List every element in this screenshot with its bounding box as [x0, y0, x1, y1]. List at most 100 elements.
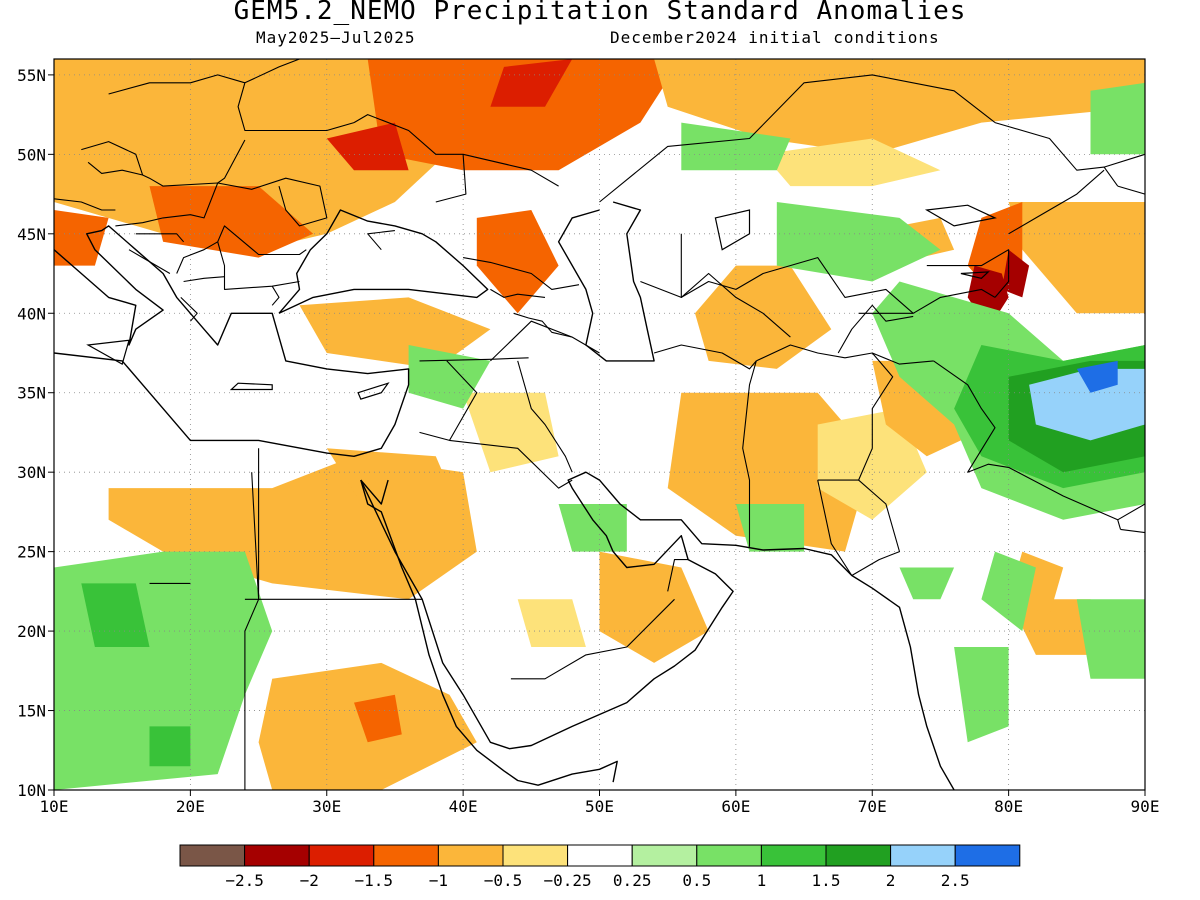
anomaly-region-6: [326, 122, 409, 171]
country-border: [180, 297, 198, 322]
anomaly-region-32: [558, 504, 627, 552]
x-tick-label: 30E: [312, 797, 341, 816]
anomaly-region-35: [1090, 82, 1145, 155]
coastline: [360, 479, 618, 786]
y-tick-label: 30N: [17, 463, 46, 482]
coastline: [557, 201, 655, 362]
anomaly-shading: [54, 59, 1145, 790]
color-legend: −2.5 −2 −1.5 −1 −0.5 −0.25 0.25 0.5 1 1.5 2 2.5: [179, 844, 1021, 890]
x-tick-label: 60E: [721, 797, 750, 816]
y-tick-label: 25N: [17, 543, 46, 562]
country-border: [183, 276, 225, 283]
anomaly-region-40: [1076, 360, 1118, 393]
legend-swatch: [437, 844, 504, 867]
legend-label: −0.25: [544, 871, 592, 890]
island-outline: [86, 339, 130, 365]
country-border: [128, 249, 171, 274]
country-border: [933, 360, 1009, 473]
anomaly-region-21: [354, 694, 402, 743]
anomaly-region-29: [81, 583, 150, 647]
country-border: [108, 74, 246, 95]
initial-conditions: December2024 initial conditions: [610, 28, 940, 47]
country-border: [81, 141, 144, 176]
anomaly-region-10: [1008, 202, 1145, 314]
anomaly-region-3: [54, 210, 109, 266]
coastline: [278, 209, 489, 314]
country-border: [851, 479, 901, 576]
legend-swatch: [954, 844, 1021, 867]
latitude-axis: 55N 50N 45N 40N 35N 30N 25N 20N 15N 10N: [17, 66, 54, 800]
country-border: [217, 225, 307, 256]
x-tick-label: 70E: [858, 797, 887, 816]
country-border: [680, 233, 914, 314]
country-border: [54, 198, 116, 211]
country-border: [353, 114, 559, 187]
country-border: [1008, 169, 1105, 235]
country-border: [858, 288, 996, 314]
anomaly-region-30: [149, 726, 191, 767]
country-border: [115, 182, 219, 227]
legend-label: 2.5: [941, 871, 970, 890]
x-tick-label: 40E: [449, 797, 478, 816]
legend-swatch: [567, 844, 633, 867]
y-tick-label: 40N: [17, 304, 46, 323]
country-border: [176, 241, 218, 274]
country-border: [217, 139, 328, 227]
y-tick-label: 35N: [17, 384, 46, 403]
country-border: [837, 304, 914, 354]
anomaly-region-42: [1076, 599, 1145, 679]
anomaly-region-24: [299, 297, 491, 369]
legend-label: 0.5: [682, 871, 711, 890]
anomaly-region-33: [776, 202, 941, 282]
country-border: [599, 74, 996, 203]
country-border: [463, 257, 580, 290]
x-tick-label: 20E: [176, 797, 205, 816]
anomaly-region-22: [599, 551, 709, 663]
anomaly-region-8: [763, 138, 941, 187]
country-border: [1120, 528, 1145, 534]
legend-label: −2.5: [225, 871, 264, 890]
y-tick-label: 55N: [17, 66, 46, 85]
lake-outline: [714, 209, 751, 251]
anomaly-region-7: [654, 59, 1145, 155]
country-border: [817, 352, 894, 481]
island-outline: [229, 382, 273, 391]
country-border: [1008, 466, 1122, 530]
country-border: [1117, 503, 1145, 521]
anomaly-region-44: [735, 504, 805, 552]
y-tick-label: 15N: [17, 702, 46, 721]
legend-label: −1: [429, 871, 448, 890]
x-tick-label: 80E: [994, 797, 1023, 816]
country-border: [1117, 185, 1145, 195]
legend-swatch: [631, 844, 698, 867]
legend-swatch: [825, 844, 892, 867]
country-border: [517, 360, 573, 473]
country-border: [1103, 153, 1145, 168]
country-border: [510, 598, 675, 680]
country-border: [490, 288, 546, 298]
x-tick-label: 50E: [585, 797, 614, 816]
country-border: [653, 344, 757, 370]
legend-label: −0.5: [484, 871, 523, 890]
country-border: [419, 357, 529, 362]
legend-swatch: [244, 844, 310, 867]
legend-label: −2: [300, 871, 319, 890]
anomaly-region-19: [326, 448, 464, 536]
y-tick-label: 20N: [17, 622, 46, 641]
anomaly-region-25: [463, 392, 559, 473]
legend-label: 2: [886, 871, 896, 890]
anomaly-region-14: [695, 265, 832, 369]
anomaly-region-5: [490, 59, 573, 107]
country-border: [756, 344, 934, 365]
country-border: [490, 320, 600, 362]
country-border: [244, 472, 260, 790]
x-tick-label: 90E: [1131, 797, 1160, 816]
anomaly-region-4: [476, 210, 559, 314]
country-border: [419, 360, 478, 441]
y-tick-label: 45N: [17, 225, 46, 244]
legend-label: 0.25: [613, 871, 652, 890]
anomaly-region-26: [1008, 599, 1091, 655]
country-border: [513, 312, 573, 338]
legend-swatch: [696, 844, 762, 867]
